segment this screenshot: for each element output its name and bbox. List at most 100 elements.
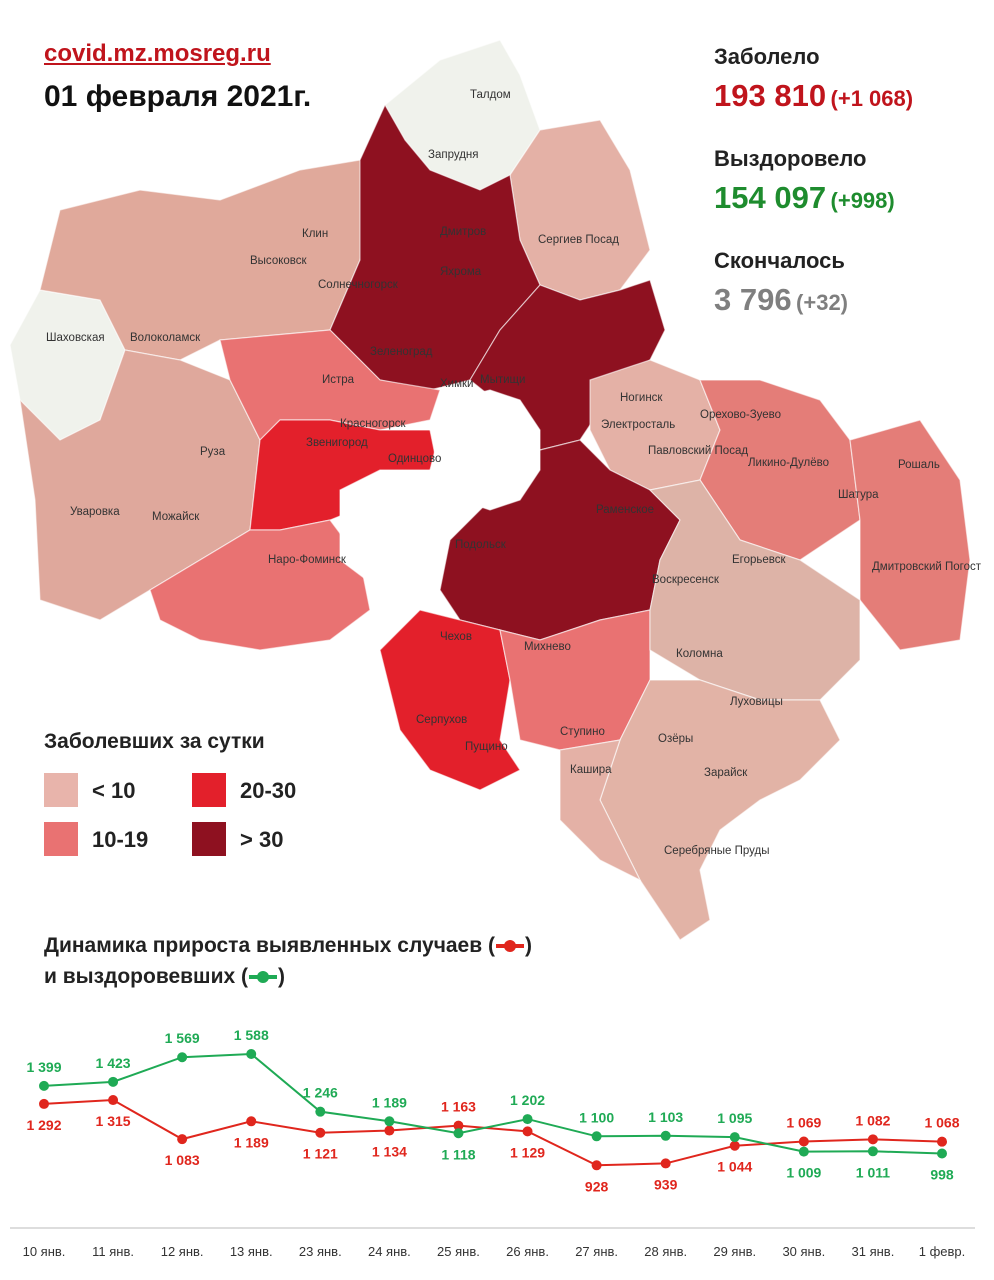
cases-point xyxy=(108,1095,119,1106)
map-label: Пущино xyxy=(465,741,508,753)
map-label: Красногорск xyxy=(340,418,406,430)
cases-data-label: 1 068 xyxy=(924,1115,959,1131)
recovered-point xyxy=(867,1146,878,1157)
recovered-data-label: 1 246 xyxy=(303,1085,338,1101)
legend-label: 10-19 xyxy=(92,827,149,852)
region-narofominsk xyxy=(149,519,371,651)
map-label: Сергиев Посад xyxy=(538,234,619,246)
died-value: 3 796 xyxy=(714,282,792,317)
recovered-data-label: 1 095 xyxy=(717,1110,752,1126)
cases-data-label: 1 044 xyxy=(717,1159,752,1175)
dynamics-title: Динамика прироста выявленных случаев () … xyxy=(44,930,532,992)
map-label: Зеленоград xyxy=(370,346,433,358)
cases-data-label: 1 315 xyxy=(96,1113,131,1129)
map-label: Кашира xyxy=(570,764,612,776)
map-label: Шатура xyxy=(838,489,879,501)
map-label: Волоколамск xyxy=(130,332,201,344)
region-shatura xyxy=(849,419,971,651)
map-label: Зарайск xyxy=(704,767,748,779)
cases-data-label: 1 069 xyxy=(786,1115,821,1131)
cases-point xyxy=(867,1134,878,1145)
moscow-city xyxy=(429,389,541,511)
x-tick-label: 27 янв. xyxy=(575,1244,618,1259)
dynamics-title-line1: Динамика прироста выявленных случаев () xyxy=(44,930,532,961)
cases-point xyxy=(315,1127,326,1138)
map-label: Уваровка xyxy=(70,506,120,518)
green-series-marker-icon xyxy=(248,971,277,984)
sick-stat: 193 810 (+1 068) xyxy=(714,78,913,114)
recovered-data-label: 998 xyxy=(930,1166,954,1182)
cases-point xyxy=(937,1136,947,1147)
map-label: Яхрома xyxy=(440,266,482,278)
site-link[interactable]: covid.mz.mosreg.ru xyxy=(44,40,271,67)
recovered-delta: (+998) xyxy=(830,188,895,213)
map-label: Егорьевск xyxy=(732,554,787,566)
recovered-point xyxy=(384,1116,395,1127)
recovered-data-label: 1 103 xyxy=(648,1109,683,1125)
map-label: Клин xyxy=(302,228,328,240)
cases-point xyxy=(246,1116,257,1127)
died-label: Скончалось xyxy=(714,248,845,273)
recovered-point xyxy=(39,1080,49,1091)
cases-point xyxy=(39,1098,49,1109)
recovered-data-label: 1 011 xyxy=(856,1164,890,1180)
x-tick-label: 26 янв. xyxy=(506,1244,549,1259)
cases-data-label: 939 xyxy=(654,1176,678,1192)
map-label: Истра xyxy=(322,374,355,386)
cases-point xyxy=(660,1158,671,1169)
map-label: Электросталь xyxy=(601,419,675,431)
recovered-point xyxy=(798,1146,809,1157)
map-label: Серпухов xyxy=(416,714,467,726)
recovered-point xyxy=(591,1131,602,1142)
recovered-point xyxy=(177,1052,188,1063)
recovered-point xyxy=(108,1076,119,1087)
legend-label: > 30 xyxy=(240,827,284,852)
map-label: Коломна xyxy=(676,648,723,660)
map-label: Павловский Посад xyxy=(648,445,748,457)
recovered-data-label: 1 588 xyxy=(234,1027,269,1043)
x-tick-label: 30 янв. xyxy=(782,1244,825,1259)
map-label: Рошаль xyxy=(898,459,940,471)
cases-data-label: 1 083 xyxy=(165,1152,200,1168)
x-tick-label: 24 янв. xyxy=(368,1244,411,1259)
x-tick-label: 13 янв. xyxy=(230,1244,273,1259)
map-label: Солнечногорск xyxy=(318,279,399,291)
x-tick-label: 31 янв. xyxy=(852,1244,895,1259)
recovered-series-line xyxy=(43,1053,943,1155)
recovered-point xyxy=(453,1128,464,1139)
cases-point xyxy=(522,1126,533,1137)
dynamics-close-paren: ) xyxy=(524,934,532,957)
map-label: Воскресенск xyxy=(652,574,720,586)
recovered-value: 154 097 xyxy=(714,180,827,215)
cases-data-label: 1 189 xyxy=(234,1134,269,1150)
cases-point xyxy=(453,1120,464,1131)
map-label: Одинцово xyxy=(388,453,441,465)
recovered-point xyxy=(246,1049,257,1060)
dynamics-title-line2: и выздоровевших () xyxy=(44,961,532,992)
moscow-region-map: Талдом Запрудня Дмитров Яхрома Клин Высо… xyxy=(0,30,994,960)
cases-point xyxy=(591,1160,602,1171)
red-series-marker-icon xyxy=(495,940,524,953)
map-label: Дмитров xyxy=(440,226,486,238)
x-tick-label: 10 янв. xyxy=(23,1244,66,1259)
map-label: Дмитровский Погост xyxy=(872,561,982,573)
map-label: Химки xyxy=(440,378,473,390)
sick-label: Заболело xyxy=(714,44,820,69)
cases-point xyxy=(729,1140,740,1151)
recovered-data-label: 1 189 xyxy=(372,1094,407,1110)
cases-data-label: 928 xyxy=(585,1178,609,1194)
region-orekhovo xyxy=(699,379,861,561)
map-label: Талдом xyxy=(470,89,511,101)
x-tick-label: 12 янв. xyxy=(161,1244,204,1259)
recovered-point xyxy=(937,1148,947,1159)
cases-data-label: 1 163 xyxy=(441,1099,476,1115)
map-label: Орехово-Зуево xyxy=(700,409,781,421)
died-delta: (+32) xyxy=(796,290,849,315)
legend-swatch-20-30 xyxy=(192,773,226,807)
dynamics-title-text1: Динамика прироста выявленных случаев ( xyxy=(44,934,495,957)
recovered-point xyxy=(729,1132,740,1143)
x-tick-label: 11 янв. xyxy=(92,1244,134,1259)
map-label: Руза xyxy=(200,446,226,458)
legend-swatch-10-19 xyxy=(44,822,78,856)
died-stat: 3 796 (+32) xyxy=(714,282,848,318)
